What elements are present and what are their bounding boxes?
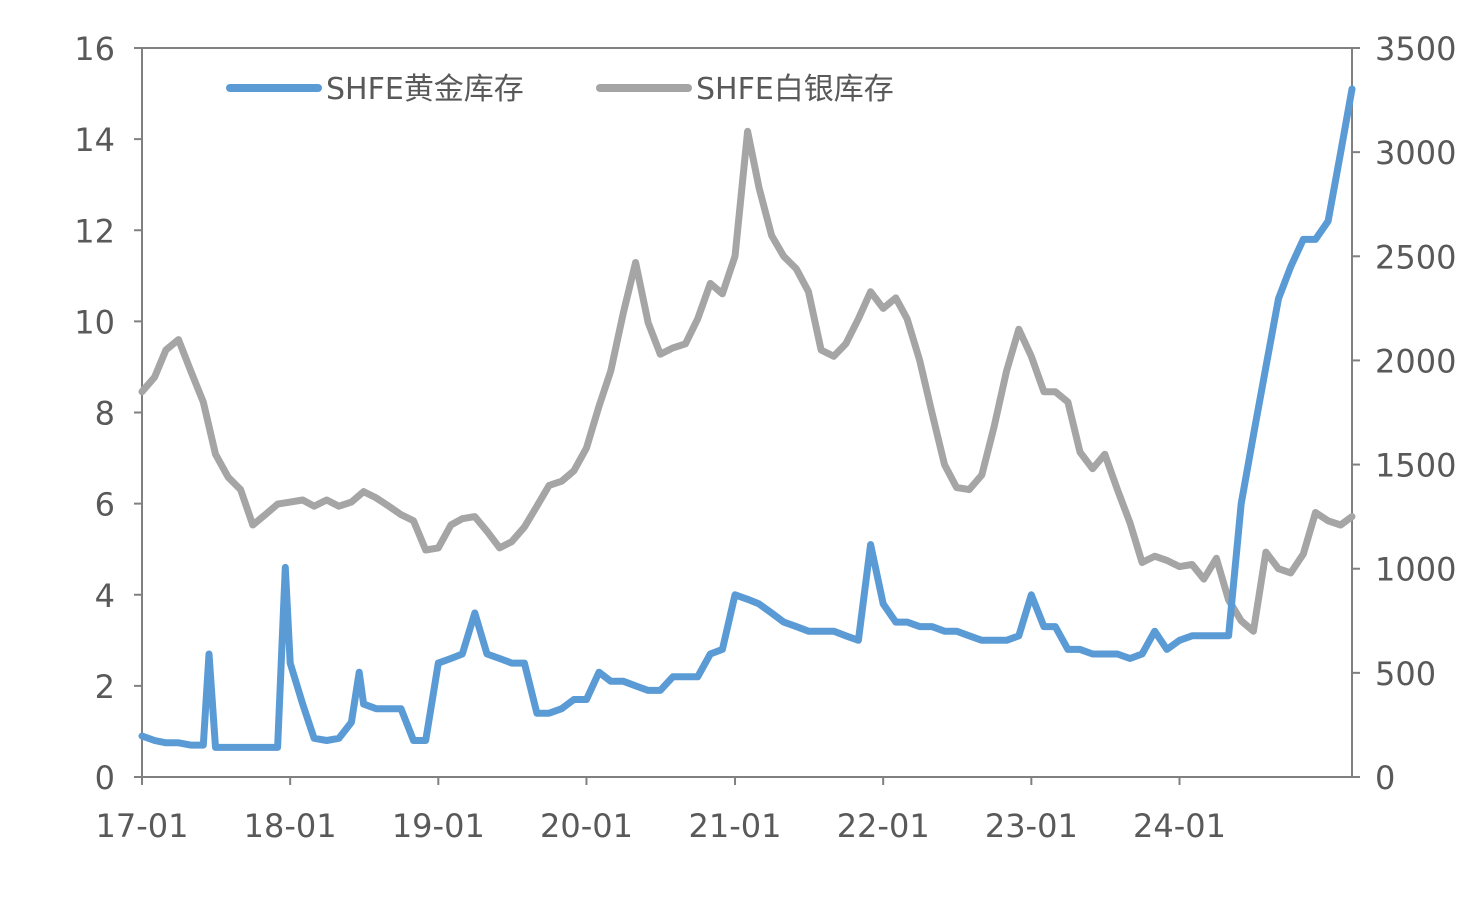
y-right-tick-label: 2500 <box>1375 238 1456 276</box>
x-tick-label: 24-01 <box>1133 807 1226 845</box>
legend-label: SHFE白银库存 <box>696 72 894 107</box>
legend-label: SHFE黄金库存 <box>326 72 524 107</box>
x-tick-label: 17-01 <box>96 807 189 845</box>
x-tick-label: 21-01 <box>689 807 782 845</box>
y-left-tick-label: 2 <box>95 668 115 706</box>
y-right-tick-label: 1500 <box>1375 447 1456 485</box>
y-right-tick-label: 0 <box>1375 759 1395 797</box>
x-tick-label: 22-01 <box>837 807 930 845</box>
y-right-tick-label: 2000 <box>1375 342 1456 380</box>
silver-inventory-line <box>138 127 1356 635</box>
y-right-tick-label: 3000 <box>1375 134 1456 172</box>
legend-item-gold: SHFE黄金库存 <box>226 72 524 107</box>
legend-item-silver: SHFE白银库存 <box>596 72 894 107</box>
gold-inventory-line <box>138 85 1356 751</box>
x-tick-label: 19-01 <box>392 807 485 845</box>
x-tick-label: 20-01 <box>540 807 633 845</box>
y-right-tick-label: 3500 <box>1375 30 1456 68</box>
y-left-tick-label: 12 <box>74 212 115 250</box>
x-tick-label: 18-01 <box>244 807 337 845</box>
y-left-tick-label: 0 <box>95 759 115 797</box>
x-tick-label: 23-01 <box>985 807 1078 845</box>
y-left-tick-label: 14 <box>74 121 115 159</box>
y-left-tick-label: 10 <box>74 303 115 341</box>
y-left-tick-label: 6 <box>95 486 115 524</box>
y-right-tick-label: 1000 <box>1375 551 1456 589</box>
y-right-tick-label: 500 <box>1375 655 1436 693</box>
y-left-tick-label: 4 <box>95 577 115 615</box>
y-left-tick-label: 16 <box>74 30 115 68</box>
y-left-tick-label: 8 <box>95 395 115 433</box>
